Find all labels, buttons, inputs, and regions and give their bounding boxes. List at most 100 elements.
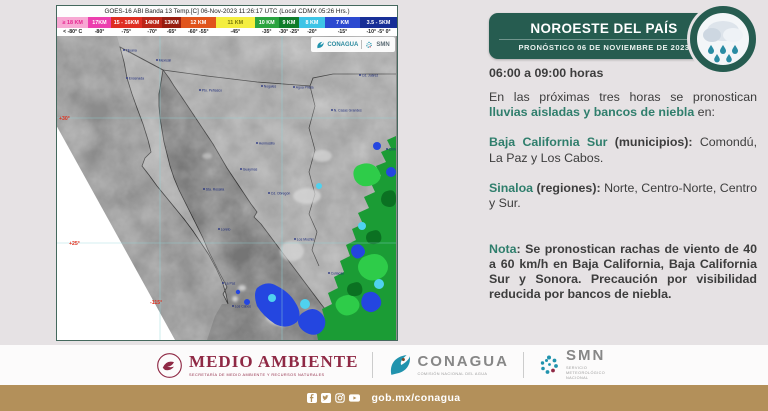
conagua-subtitle: COMISIÓN NACIONAL DEL AGUA xyxy=(417,371,488,376)
scale-temp-label: -45° xyxy=(230,29,241,35)
svg-text:Mexicali: Mexicali xyxy=(159,58,171,62)
scale-temp-label: -65° xyxy=(166,29,177,35)
map-watermark: CONAGUA SMN xyxy=(311,37,395,52)
satellite-map-graphic: +30° +25° -115° Tijuana Mexicali Ensenada Pto… xyxy=(57,36,396,340)
scale-temp-label: -30° -25° xyxy=(278,29,300,35)
medio-ambiente-title: MEDIO AMBIENTE xyxy=(189,352,359,372)
scan-edge-nodata xyxy=(57,126,175,340)
satellite-title: GOES-16 ABI Banda 13 Temp.[C] 06-Nov-202… xyxy=(57,6,397,17)
bottom-bar: gob.mx/conagua xyxy=(0,385,768,411)
scale-segment: 7 KM xyxy=(324,17,361,28)
intro-tail: en: xyxy=(694,105,715,120)
rain-cloud-icon xyxy=(690,6,756,72)
scale-temp-row: < -80° C -80° -75° -70° -65° -60° -55° -45° -35… xyxy=(57,28,397,36)
region-detail: Norte, Centro-Norte, Centro y Sur. xyxy=(489,180,757,210)
svg-text:+30°: +30° xyxy=(59,116,70,122)
conagua-wave-icon xyxy=(391,355,411,375)
medio-ambiente-subtitle: SECRETARÍA DE MEDIO AMBIENTE Y RECURSOS … xyxy=(189,372,325,377)
smn-title: SMN xyxy=(565,347,606,365)
region-banner: NOROESTE DEL PAÍS PRONÓSTICO 06 DE NOVIE… xyxy=(489,13,719,59)
forecast-intro: En las próximas tres horas se pronostica… xyxy=(489,90,757,120)
gobmx-url[interactable]: gob.mx/conagua xyxy=(371,392,461,404)
scale-segment: 9 KM xyxy=(278,17,300,28)
youtube-icon[interactable] xyxy=(349,393,361,403)
svg-text:+25°: +25° xyxy=(69,241,80,247)
satellite-map: +30° +25° -115° Tijuana Mexicali Ensenada Pto… xyxy=(57,36,397,340)
region-title: NOROESTE DEL PAÍS xyxy=(530,20,678,36)
instagram-icon[interactable] xyxy=(335,393,346,403)
smn-spiral-icon xyxy=(540,355,558,374)
svg-text:Pto. Peñasco: Pto. Peñasco xyxy=(202,88,222,92)
svg-text:Chihuahua: Chihuahua xyxy=(389,147,396,151)
smn-subtitle: SERVICIO METEOROLÓGICO NACIONAL xyxy=(565,365,606,381)
smn-icon xyxy=(366,41,373,48)
scale-temp-label: -20° xyxy=(307,29,317,35)
conagua-title: CONAGUA xyxy=(417,353,509,371)
svg-text:La Paz: La Paz xyxy=(225,281,236,285)
svg-text:Sta. Rosalía: Sta. Rosalía xyxy=(206,187,225,191)
facebook-icon[interactable] xyxy=(307,393,318,403)
scale-temp-label: -80° xyxy=(94,29,105,35)
forecast-note: Nota: Se pronostican rachas de viento de… xyxy=(489,242,757,303)
region-detail: Comondú, La Paz y Los Cabos. xyxy=(489,135,758,165)
scale-segment: 8 KM xyxy=(299,17,325,28)
forecast-text-block: 06:00 a 09:00 horas En las próximas tres… xyxy=(489,66,757,302)
note-label: Nota xyxy=(489,241,517,256)
scale-temp-label: -10° -5° 0° xyxy=(366,29,391,35)
intro-highlight: lluvias aisladas y bancos de niebla xyxy=(489,105,695,120)
forecast-region-bcs: Baja California Sur (municipios): Comond… xyxy=(489,135,757,165)
svg-text:Agua Prieta: Agua Prieta xyxy=(296,85,314,89)
watermark-divider xyxy=(361,40,363,49)
scale-segment: 11 KM xyxy=(215,17,255,28)
scale-temp-label: -70° xyxy=(147,29,157,35)
smn-logo: SMN SERVICIO METEOROLÓGICO NACIONAL xyxy=(538,348,612,381)
region-name: Baja California Sur xyxy=(489,135,608,150)
intro-plain: En las próximas tres horas se pronostica… xyxy=(489,90,757,105)
satellite-map-panel: GOES-16 ABI Banda 13 Temp.[C] 06-Nov-202… xyxy=(56,5,398,341)
eagle-seal-icon xyxy=(157,352,182,378)
watermark-conagua-label: CONAGUA xyxy=(327,41,359,48)
svg-text:Culiacán: Culiacán xyxy=(331,271,344,275)
scale-segment: 13KM xyxy=(162,17,181,28)
footer-logos: MEDIO AMBIENTE SECRETARÍA DE MEDIO AMBIE… xyxy=(0,345,768,385)
svg-text:Nogales: Nogales xyxy=(264,84,277,88)
svg-text:Tijuana: Tijuana xyxy=(126,48,137,52)
twitter-icon[interactable] xyxy=(321,393,332,403)
scale-segment: 3.5 - 5KM xyxy=(360,17,397,28)
note-body: : Se pronostican rachas de viento de 40 … xyxy=(489,241,757,302)
svg-text:Ensenada: Ensenada xyxy=(129,76,144,80)
svg-text:Los Mochis: Los Mochis xyxy=(297,237,314,241)
scale-temp-label: -15° xyxy=(337,29,348,35)
svg-text:N. Casas Grandes: N. Casas Grandes xyxy=(334,108,362,112)
scale-temp-label: -35° xyxy=(261,29,272,35)
social-icons xyxy=(307,393,361,403)
scale-segment: 17KM xyxy=(88,17,111,28)
svg-text:Guaymas: Guaymas xyxy=(243,167,258,171)
svg-text:Cd. Obregón: Cd. Obregón xyxy=(271,191,291,195)
footer-divider xyxy=(522,352,524,378)
conagua-icon xyxy=(317,41,325,48)
svg-text:Los Cabos: Los Cabos xyxy=(235,304,252,308)
medio-ambiente-logo: MEDIO AMBIENTE SECRETARÍA DE MEDIO AMBIE… xyxy=(156,352,358,379)
footer-divider xyxy=(372,352,374,378)
region-scope: (regiones): xyxy=(533,180,605,195)
forecast-region-sinaloa: Sinaloa (regiones): Norte, Centro-Norte,… xyxy=(489,181,757,211)
region-scope: (municipios): xyxy=(607,135,700,150)
scale-temp-label: < -80° C xyxy=(63,29,83,35)
svg-text:Cd. Juárez: Cd. Juárez xyxy=(362,73,379,77)
precipitation-overlay xyxy=(235,136,396,340)
watermark-smn-label: SMN xyxy=(376,41,390,48)
conagua-logo: CONAGUA COMISIÓN NACIONAL DEL AGUA xyxy=(387,353,509,377)
svg-text:-115°: -115° xyxy=(150,300,162,306)
scale-temp-label: -75° xyxy=(121,29,132,35)
geo-coordinate-labels: +30° +25° -115° xyxy=(59,116,162,306)
scale-segment: 12 KM xyxy=(180,17,216,28)
scale-segment: ≥ 18 KM xyxy=(57,17,89,28)
scale-temp-label: -60° -55° xyxy=(188,29,209,35)
forecast-date: PRONÓSTICO 06 DE NOVIEMBRE DE 2023 xyxy=(499,38,709,52)
region-name: Sinaloa xyxy=(489,180,534,195)
city-labels: Tijuana Mexicali Ensenada Pto. Peñasco Nogal… xyxy=(123,48,396,308)
scale-segment: 14KM xyxy=(141,17,163,28)
forecast-time-range: 06:00 a 09:00 horas xyxy=(489,66,604,80)
svg-text:Hermosillo: Hermosillo xyxy=(259,141,275,145)
